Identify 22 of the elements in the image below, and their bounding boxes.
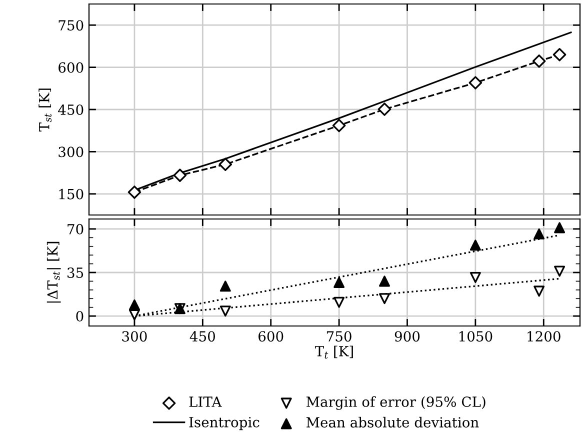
x-tick-label: 1200 xyxy=(528,331,560,342)
y-axis-title: T$_{st}$ [K] xyxy=(38,88,52,132)
legend-label: Isentropic xyxy=(189,416,260,430)
y-tick-label: 70 xyxy=(68,224,84,234)
x-tick-label: 1050 xyxy=(459,331,492,342)
y-tick-label: 0 xyxy=(76,311,84,322)
x-tick-label: 900 xyxy=(394,331,420,342)
legend-label: Margin of error (95% CL) xyxy=(306,396,486,410)
legend-label: Mean absolute deviation xyxy=(306,416,479,428)
x-tick-label: 750 xyxy=(326,331,352,342)
y-tick-label: 750 xyxy=(58,20,84,31)
legend-label: LITA xyxy=(189,396,222,407)
y-tick-label: 150 xyxy=(59,188,84,200)
x-tick-label: 300 xyxy=(122,331,147,342)
y-tick-label: 450 xyxy=(58,104,84,115)
y-tick-label: 35 xyxy=(68,267,84,278)
x-tick-label: 600 xyxy=(258,331,284,342)
y-axis-title: |ΔT$_{st}$| [K] xyxy=(46,242,61,303)
x-tick-label: 450 xyxy=(190,331,215,342)
y-tick-label: 300 xyxy=(58,146,84,158)
y-tick-label: 600 xyxy=(58,62,84,73)
x-axis-title: T$_{t}$ [K] xyxy=(314,346,353,359)
